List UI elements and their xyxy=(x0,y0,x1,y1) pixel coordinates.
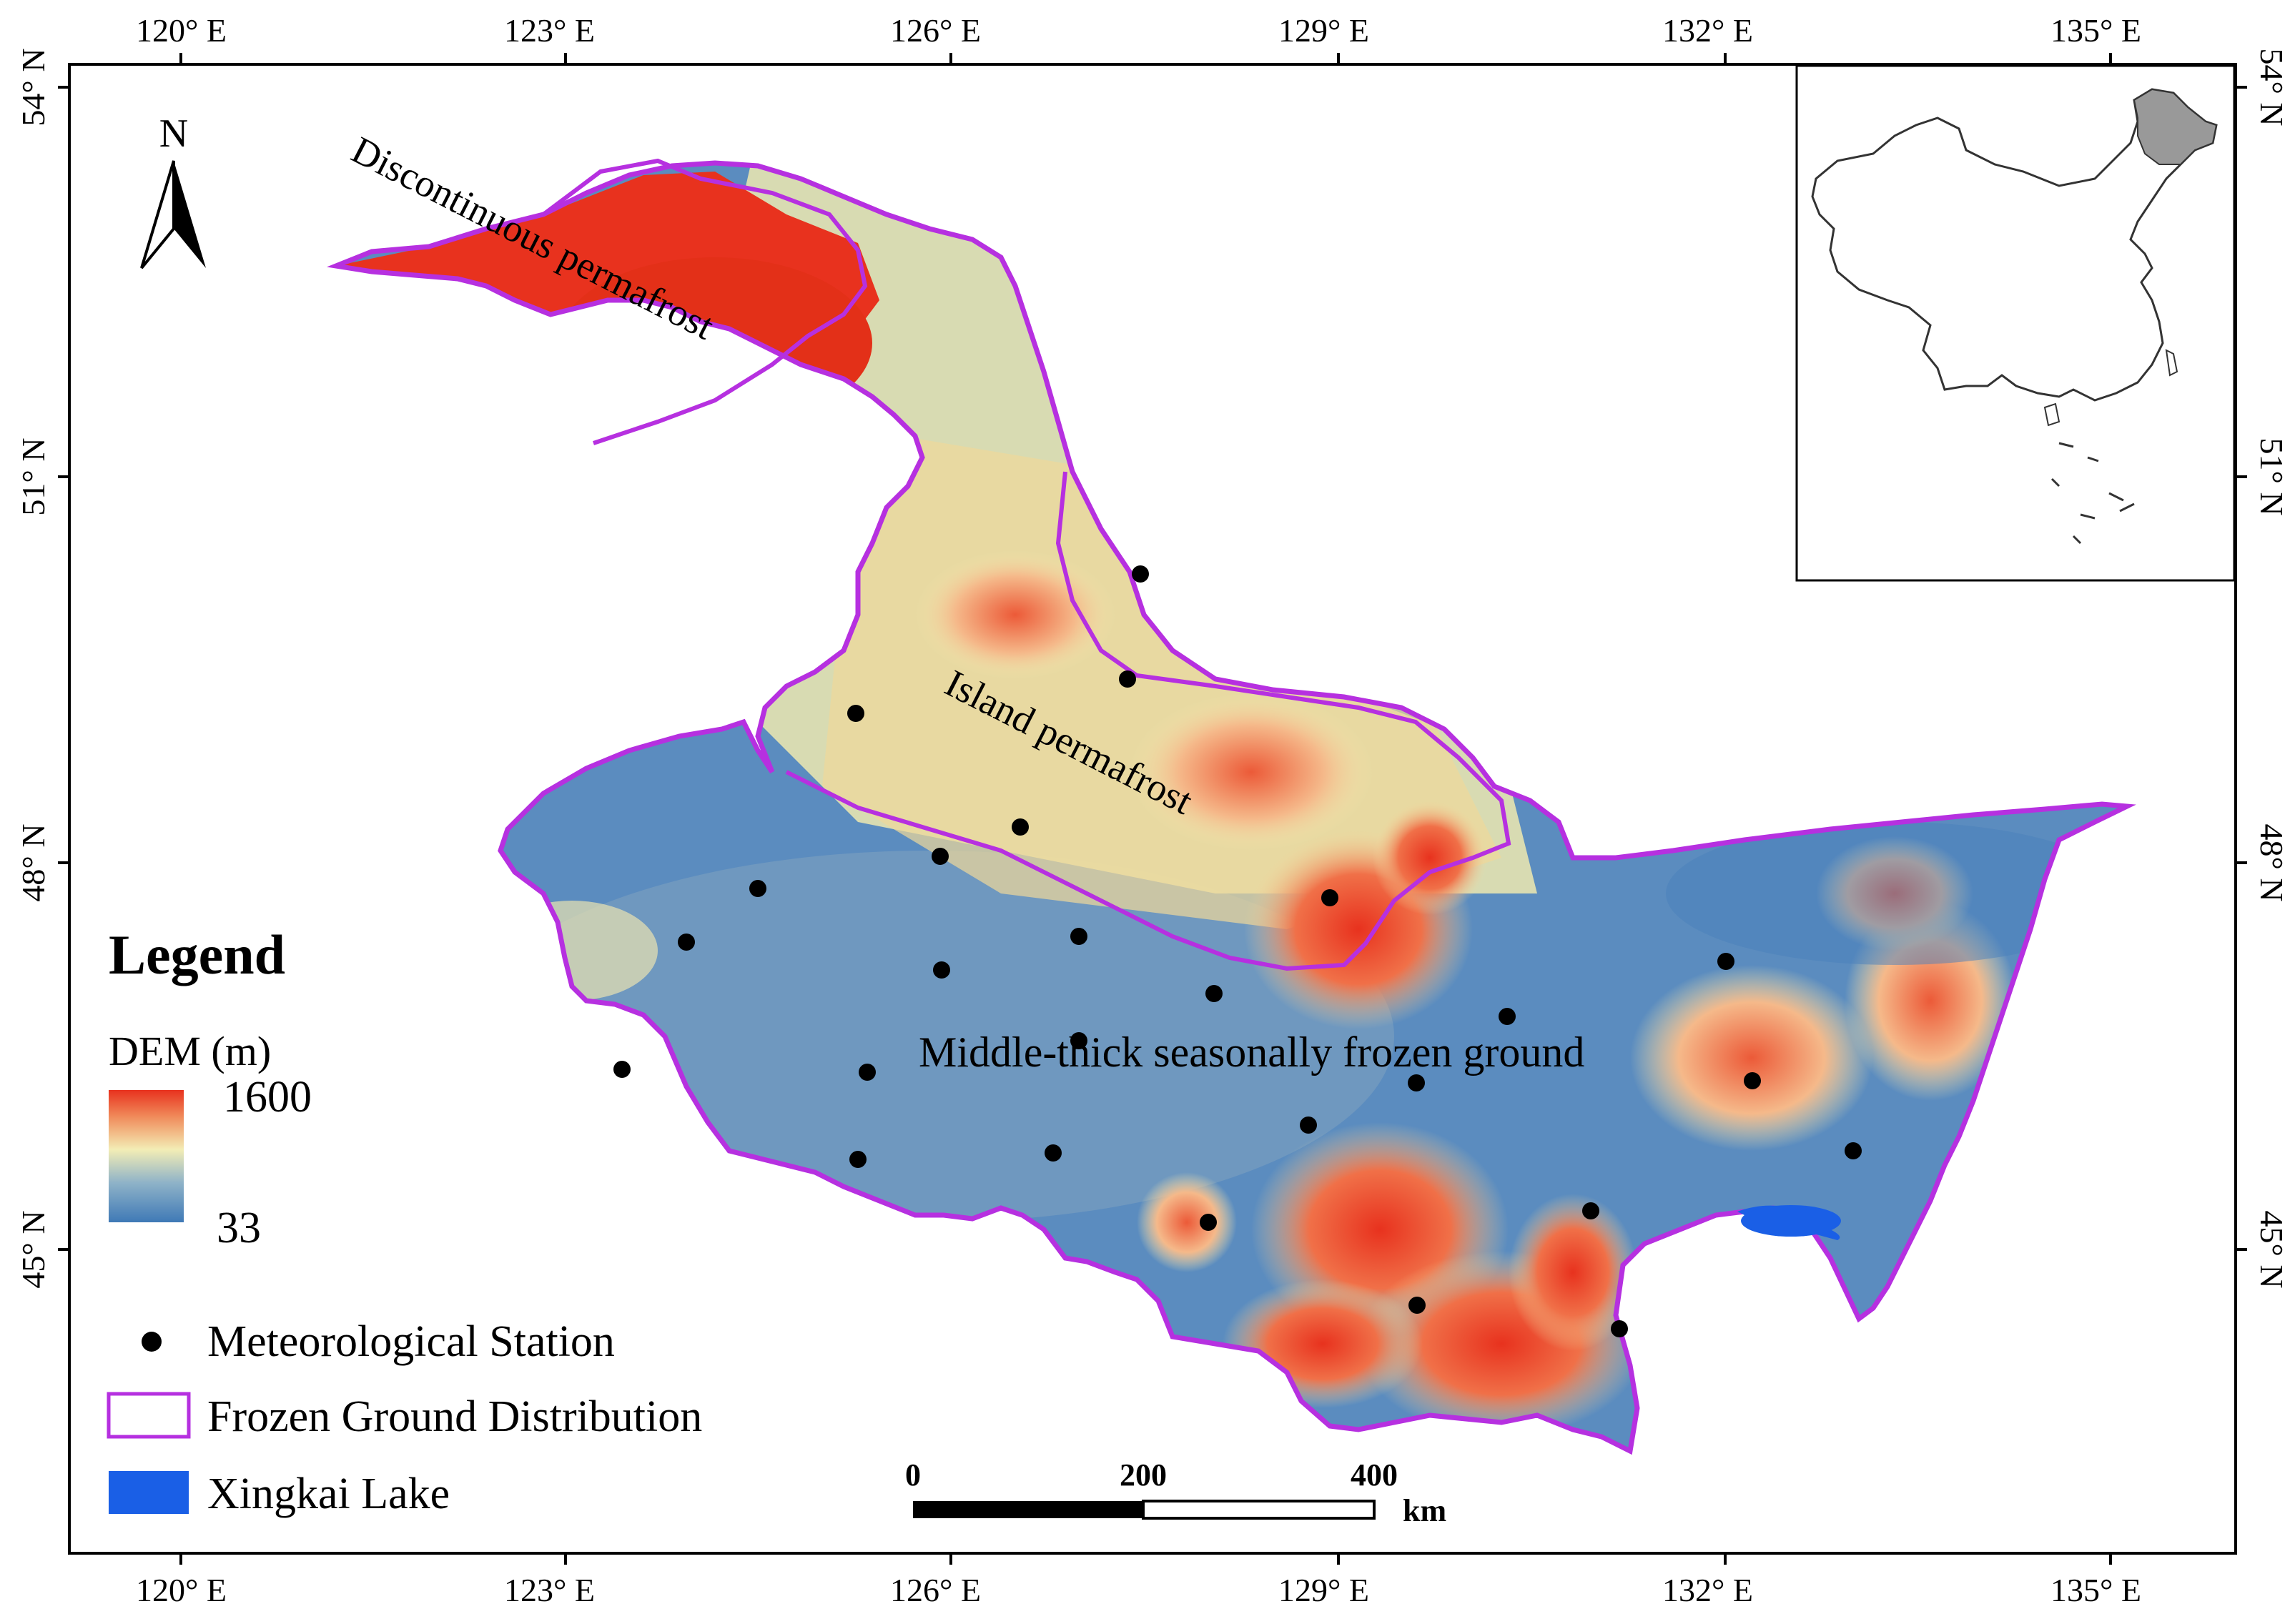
lon-label-top: 120° E xyxy=(136,12,227,49)
dem-colorbar xyxy=(109,1090,184,1222)
lat-label-right: 48° N xyxy=(2254,823,2290,901)
north-arrow-icon xyxy=(174,161,206,268)
scale-bar-black xyxy=(913,1501,1143,1518)
china-outline xyxy=(1811,88,2218,402)
station-point xyxy=(1845,1142,1862,1159)
station-point xyxy=(1321,889,1338,906)
station-point xyxy=(1582,1202,1599,1219)
station-point xyxy=(1045,1144,1062,1162)
tick-marks xyxy=(58,53,2247,1565)
bottom-lon-labels: 120° E 123° E 126° E 129° E 132° E 135° … xyxy=(136,1572,2141,1608)
station-point xyxy=(1070,1032,1087,1049)
left-lat-labels: 54° N 51° N 48° N 45° N xyxy=(15,48,51,1288)
station-point xyxy=(1408,1074,1425,1091)
scale-tick-label: 0 xyxy=(905,1457,921,1492)
station-point xyxy=(1132,565,1149,583)
lat-label-left: 54° N xyxy=(15,48,51,126)
station-point xyxy=(1012,818,1029,836)
station-point xyxy=(1611,1320,1628,1337)
scale-unit: km xyxy=(1403,1493,1446,1528)
lon-label-top: 135° E xyxy=(2050,12,2141,49)
legend-title: Legend xyxy=(109,924,285,986)
station-point xyxy=(1119,670,1136,688)
right-lat-labels: 54° N 51° N 48° N 45° N xyxy=(2254,48,2290,1288)
lon-label-top: 123° E xyxy=(504,12,595,49)
lon-label-top: 132° E xyxy=(1662,12,1753,49)
frozen-legend-label: Frozen Ground Distribution xyxy=(207,1392,702,1441)
station-point xyxy=(1744,1072,1761,1089)
lat-label-right: 54° N xyxy=(2254,48,2290,126)
lon-label-bottom: 129° E xyxy=(1278,1572,1369,1608)
legend: Legend DEM (m) 1600 33 Meteorological St… xyxy=(107,924,702,1518)
station-point xyxy=(933,961,950,979)
discontinuous-permafrost-boundary xyxy=(542,158,868,445)
top-lon-labels: 120° E 123° E 126° E 129° E 132° E 135° … xyxy=(136,12,2141,49)
lon-label-bottom: 132° E xyxy=(1662,1572,1753,1608)
station-point xyxy=(1408,1297,1426,1314)
lake-legend-label: Xingkai Lake xyxy=(207,1470,450,1518)
lat-label-left: 48° N xyxy=(15,823,51,901)
station-layer xyxy=(613,565,1862,1337)
north-arrow-label: N xyxy=(159,112,188,156)
lat-label-left: 51° N xyxy=(15,437,51,515)
lake-legend-icon xyxy=(109,1471,189,1514)
station-point xyxy=(847,705,864,722)
lat-label-right: 45° N xyxy=(2254,1210,2290,1288)
station-point xyxy=(1205,985,1223,1002)
xingkai-lake-body xyxy=(1741,1205,1841,1237)
lat-label-left: 45° N xyxy=(15,1210,51,1288)
inset-map xyxy=(1795,64,2236,582)
island-permafrost-boundary xyxy=(785,471,1511,971)
lon-label-top: 126° E xyxy=(890,12,981,49)
lat-label-right: 51° N xyxy=(2254,437,2290,515)
dem-title: DEM (m) xyxy=(109,1028,271,1074)
north-arrow: N xyxy=(140,112,206,269)
station-point xyxy=(1200,1214,1217,1231)
lon-label-top: 129° E xyxy=(1278,12,1369,49)
station-point xyxy=(932,848,949,865)
south-china-sea-islands xyxy=(2050,442,2135,545)
lon-label-bottom: 120° E xyxy=(136,1572,227,1608)
frozen-legend-icon xyxy=(107,1392,191,1439)
scale-tick-label: 400 xyxy=(1351,1457,1398,1492)
station-point xyxy=(749,880,766,897)
lon-label-bottom: 126° E xyxy=(890,1572,981,1608)
station-point xyxy=(1070,928,1087,945)
heilongjiang-highlight xyxy=(2133,88,2218,165)
scale-bar-white xyxy=(1142,1500,1376,1520)
lon-label-bottom: 135° E xyxy=(2050,1572,2141,1608)
dem-min-label: 33 xyxy=(217,1204,261,1252)
station-legend-icon xyxy=(142,1332,162,1352)
station-legend-label: Meteorological Station xyxy=(207,1317,615,1366)
station-point xyxy=(859,1064,876,1081)
station-point xyxy=(1499,1008,1516,1025)
scale-tick-label: 200 xyxy=(1120,1457,1167,1492)
lon-label-bottom: 123° E xyxy=(504,1572,595,1608)
station-point xyxy=(1300,1116,1317,1134)
station-point xyxy=(849,1151,867,1168)
seasonal-frozen-label: Middle-thick seasonally frozen ground xyxy=(919,1029,1584,1076)
scale-bar: 0 200 400 km xyxy=(905,1457,1446,1528)
dem-max-label: 1600 xyxy=(223,1073,312,1122)
station-point xyxy=(613,1061,631,1078)
station-point xyxy=(1717,953,1734,970)
station-point xyxy=(678,934,695,951)
